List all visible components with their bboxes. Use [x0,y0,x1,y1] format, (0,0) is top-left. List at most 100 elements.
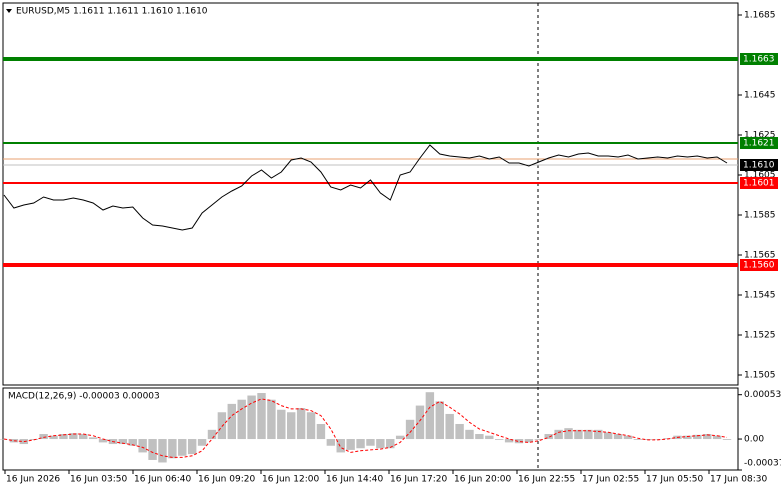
macd-bar [227,403,237,440]
x-tick-label: 16 Jun 06:40 [134,475,191,485]
macd-bar [485,435,494,440]
y-tick-label: 1.1605 [744,171,776,181]
level-label: 1.1663 [743,55,775,65]
y-tick-label: 1.1685 [744,11,776,21]
y-tick-label: 1.1525 [744,331,776,341]
macd-bar [267,399,276,440]
macd-bar [287,412,296,440]
macd-bar [445,413,454,440]
chart-title: EURUSD,M5 1.1611 1.1611 1.1610 1.1610 [16,7,208,17]
macd-bar [594,429,603,440]
y-tick-label: 1.1625 [744,131,776,141]
macd-bar [702,434,712,440]
macd-bar [316,423,326,440]
macd-bar [346,439,355,450]
macd-bar [69,433,78,440]
level-label: 1.1560 [743,261,775,271]
signal-line [3,398,728,458]
level-label: 1.1610 [743,161,775,171]
macd-bar [613,434,623,440]
y-tick-label: 1.1585 [744,211,776,221]
level-label-bg [740,159,778,171]
y-tick-label: -0.00037 [744,459,781,469]
macd-bar [494,439,504,440]
macd-bar [722,439,732,440]
macd-bar [603,432,613,440]
y-tick-label: 1.1545 [744,291,776,301]
macd-bar [128,439,137,446]
menu-arrow [6,9,12,13]
x-tick-label: 17 Jun 02:55 [582,475,639,485]
macd-bar [49,435,58,440]
macd-bar [237,399,246,440]
macd-bar [187,439,197,455]
macd-bar [712,435,722,440]
macd-bar [168,439,177,459]
macd-bar [653,439,662,440]
macd-bar [207,429,217,440]
macd-bar [118,439,128,445]
macd-bar [425,392,435,440]
x-tick-label: 17 Jun 05:50 [646,475,703,485]
macd-bar [514,439,524,444]
macd-bar [178,439,187,456]
macd-bar [405,419,415,440]
x-tick-label: 16 Jun 12:00 [262,475,319,485]
macd-bar [277,409,286,440]
macd-bar [366,439,375,446]
macd-bar [296,408,306,440]
macd-bar [247,395,256,440]
macd-bar [59,434,68,440]
macd-bar [79,434,88,440]
level-label: 1.1601 [743,179,775,189]
macd-bar [544,434,553,440]
level-label-bg [740,137,778,149]
macd-bar [504,439,514,443]
y-tick-label: 1.1645 [744,91,776,101]
macd-bar [88,437,98,440]
macd-bar [475,434,484,440]
macd-bar [39,434,48,440]
macd-bar [564,428,573,440]
price-panel [2,2,739,386]
macd-bar [415,405,425,440]
macd-bar [98,439,108,443]
y-tick-label: 1.1565 [744,251,776,261]
macd-bar [138,439,147,453]
x-tick-label: 17 Jun 08:30 [710,475,767,485]
y-tick-label: 0.00 [744,435,764,445]
y-tick-label: 1.1505 [744,371,776,381]
x-tick-label: 16 Jun 17:20 [390,475,447,485]
macd-panel [2,387,739,471]
macd-bar [376,439,385,449]
price-line [3,144,728,231]
macd-bar [435,401,444,440]
macd-bar [257,393,266,440]
level-label-bg [740,53,778,65]
x-tick-label: 16 Jun 20:00 [454,475,511,485]
macd-bar [574,429,583,440]
macd-bar [465,429,474,440]
y-tick-label: 0.00053 [744,390,781,400]
x-tick-label: 16 Jun 14:40 [326,475,383,485]
macd-bar [197,439,207,446]
macd-bar [158,439,167,463]
macd-bar [455,423,464,440]
macd-bar [326,439,336,446]
x-tick-label: 16 Jun 22:55 [518,475,575,485]
macd-bar [623,435,633,440]
level-label-bg [740,177,778,189]
x-tick-label: 16 Jun 09:20 [198,475,255,485]
macd-bar [306,412,316,440]
level-label: 1.1621 [743,139,775,149]
macd-bar [356,439,365,449]
macd-bar [395,435,405,440]
macd-bar [524,439,534,443]
macd-bar [584,429,593,440]
macd-title: MACD(12,26,9) -0.00003 0.00003 [8,392,160,402]
macd-bar [336,439,345,453]
macd-bar [554,429,563,440]
x-tick-label: 16 Jun 2026 [6,475,60,485]
macd-bar [386,439,395,449]
